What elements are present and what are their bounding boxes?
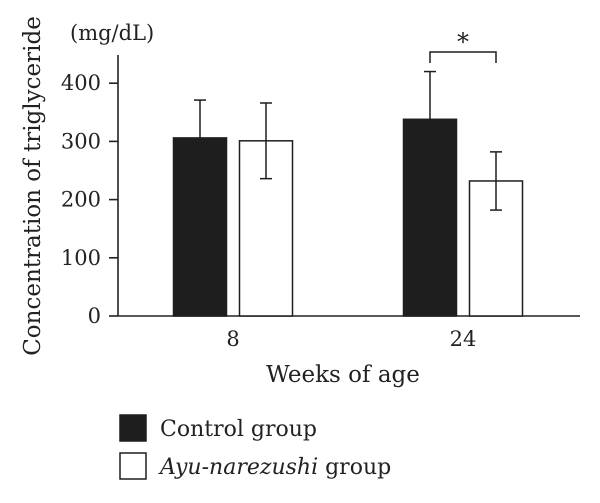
legend-swatch-ayu-narezushi (119, 452, 147, 480)
legend-label-ayu-narezushi: Ayu-narezushi group (158, 455, 391, 480)
bar-control-24 (402, 118, 458, 317)
significance-annotations: * (429, 28, 497, 63)
legend-label-control: Control group (160, 417, 317, 442)
y-axis-title: Concentration of triglyceride (20, 16, 46, 356)
y-axis-ticks: 0 100 200 300 400 (61, 71, 118, 328)
y-tick-label: 400 (61, 71, 101, 95)
legend: Control group Ayu-narezushi group (119, 414, 391, 480)
bars (172, 118, 524, 317)
significance-asterisk: * (457, 28, 469, 56)
legend-swatch-control (119, 414, 147, 442)
y-tick-label: 300 (61, 129, 101, 153)
y-tick-label: 0 (88, 304, 101, 328)
x-tick-label: 24 (450, 327, 477, 351)
error-bars (194, 70, 502, 211)
bar-control-8 (172, 137, 228, 317)
significance-bracket (429, 51, 497, 63)
x-axis-title: Weeks of age (266, 362, 420, 388)
y-tick-label: 200 (61, 188, 101, 212)
y-tick-label: 100 (61, 246, 101, 270)
x-axis-ticks: 8 24 (226, 327, 476, 351)
unit-label: (mg/dL) (70, 21, 154, 45)
x-tick-label: 8 (226, 327, 239, 351)
